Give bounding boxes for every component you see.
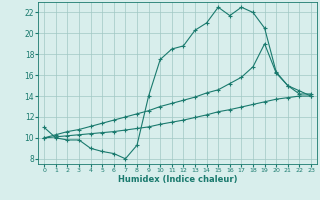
X-axis label: Humidex (Indice chaleur): Humidex (Indice chaleur) [118, 175, 237, 184]
